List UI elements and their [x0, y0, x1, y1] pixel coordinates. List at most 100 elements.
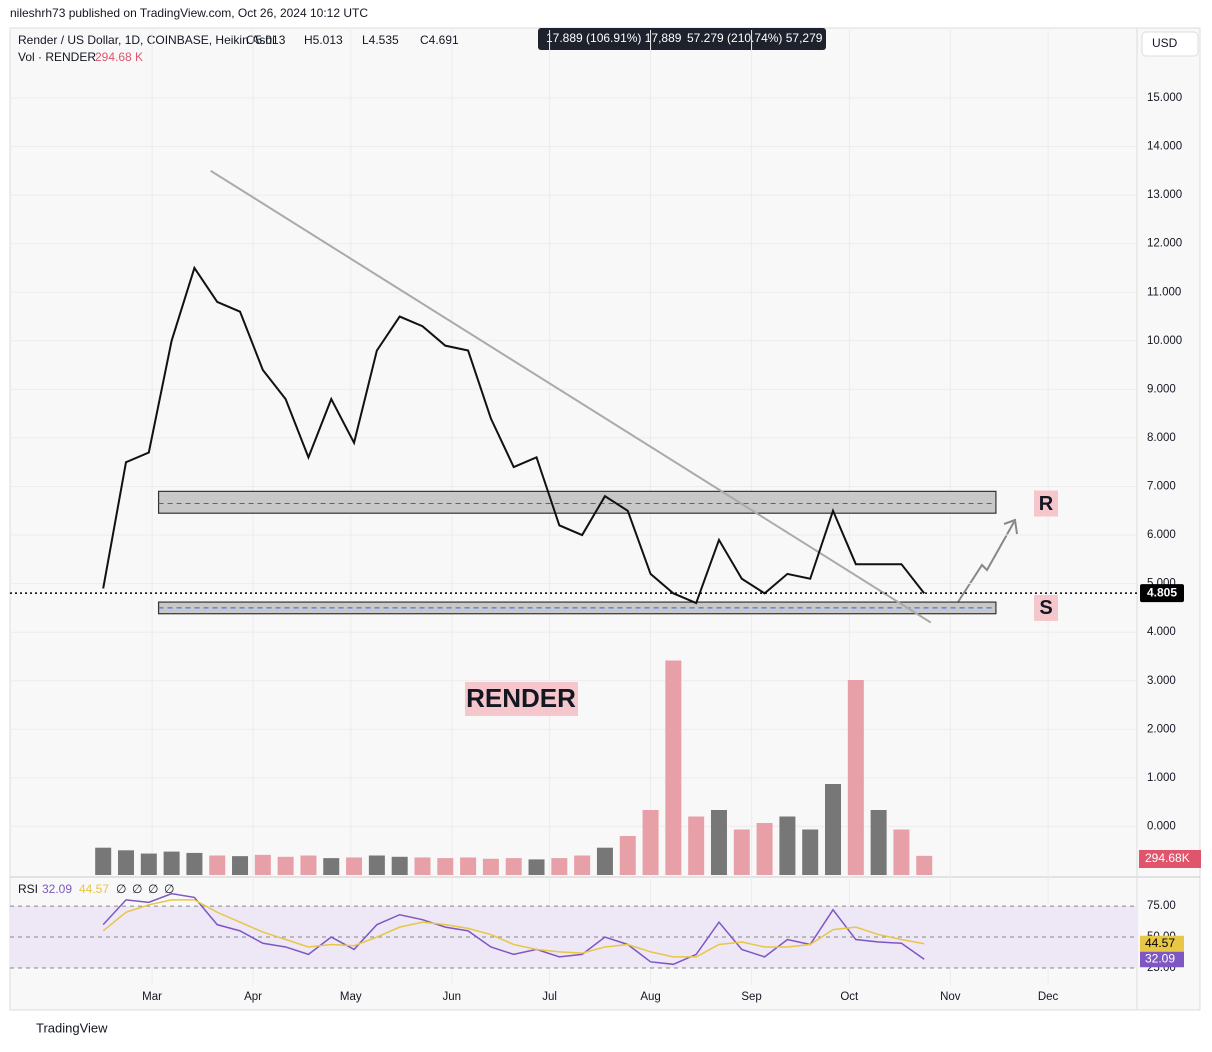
vol-title: Vol · RENDER	[18, 50, 96, 64]
annotation: RENDER	[466, 683, 576, 713]
currency-button[interactable]	[1141, 31, 1199, 57]
ohlc-high: H5.013	[304, 33, 343, 47]
y-tick-label: 14.000	[1147, 141, 1182, 153]
volume-bar	[186, 852, 203, 875]
y-tick-label: 8.000	[1147, 432, 1176, 444]
y-tick-label: 11.000	[1147, 286, 1181, 298]
x-tick-label: Jul	[542, 991, 557, 1003]
volume-bar	[665, 660, 682, 875]
measure-text: 57.279 (210.74%) 57,279	[687, 31, 823, 45]
volume-bar	[870, 810, 887, 875]
volume-bar	[460, 857, 477, 875]
last-price-tag	[1140, 584, 1184, 603]
rsi-input: ∅	[132, 882, 142, 896]
volume-bar	[346, 857, 363, 875]
volume-bar	[140, 853, 157, 875]
volume-bar	[505, 858, 522, 875]
rsi-tag	[1140, 951, 1184, 968]
y-tick-label: 3.000	[1147, 675, 1176, 687]
volume-bar	[847, 680, 864, 875]
x-tick-label: Sep	[741, 991, 761, 1003]
volume-bar	[300, 855, 317, 875]
publisher: nileshrh73 published on TradingView.com,…	[10, 6, 368, 20]
volume-bar	[825, 784, 842, 875]
y-tick-label: 12.000	[1147, 238, 1182, 250]
y-tick-label: 4.000	[1147, 626, 1176, 638]
rsi-legend-value: 32.09	[42, 882, 72, 896]
y-tick-label: 9.000	[1147, 383, 1176, 395]
volume-bar	[710, 810, 727, 875]
ohlc-open: O5.013	[246, 33, 286, 47]
x-tick-label: Aug	[640, 991, 660, 1003]
y-tick-label: 15.000	[1147, 92, 1182, 104]
y-tick-label: 7.000	[1147, 481, 1176, 493]
volume-bar	[368, 855, 385, 875]
y-tick-label: 0.000	[1147, 820, 1176, 832]
volume-bar	[642, 810, 659, 875]
volume-bar	[779, 816, 796, 875]
rsi-tag-label: 32.09	[1145, 951, 1175, 965]
x-tick-label: Oct	[840, 991, 859, 1003]
footer-logo: TradingView	[36, 1020, 108, 1035]
volume-bar	[232, 856, 249, 875]
annotation-bg	[465, 682, 578, 716]
rsi-line	[102, 899, 925, 958]
x-tick-label: Apr	[244, 991, 262, 1003]
volume-tag	[1139, 850, 1201, 868]
volume-bar	[528, 859, 545, 875]
volume-bar	[437, 858, 454, 875]
rsi-title: RSI	[18, 882, 38, 896]
x-tick-label: Jun	[443, 991, 462, 1003]
volume-bar	[893, 829, 910, 875]
last-price-label: 4.805	[1147, 585, 1177, 599]
y-tick-label: 10.000	[1147, 335, 1182, 347]
volume-bar	[323, 858, 340, 875]
rsi-tick-label: 75.00	[1147, 900, 1176, 912]
y-tick-label: 2.000	[1147, 723, 1176, 735]
volume-bar	[596, 847, 613, 875]
y-tick-label: 13.000	[1147, 189, 1182, 201]
y-tick-label: 1.000	[1147, 772, 1176, 784]
volume-bar	[574, 855, 591, 875]
measure-text: 17.889 (106.91%) 17,889	[546, 31, 682, 45]
rsi-tag-label: 44.57	[1145, 936, 1175, 950]
symbol: Render / US Dollar, 1D, COINBASE, Heikin…	[18, 33, 275, 47]
y-tick-label: 6.000	[1147, 529, 1176, 541]
volume-bar	[756, 823, 773, 875]
volume-bar	[163, 851, 180, 875]
rsi-input: ∅	[116, 882, 126, 896]
ohlc-close: C4.691	[420, 33, 459, 47]
volume-bar	[551, 858, 568, 875]
zone	[157, 490, 997, 514]
volume-bar	[688, 816, 705, 875]
volume-bar	[802, 829, 819, 875]
x-tick-label: May	[340, 991, 362, 1003]
volume-bar	[619, 836, 636, 875]
rsi-line	[102, 892, 925, 966]
price-line	[102, 265, 926, 605]
currency[interactable]: USD	[1152, 36, 1178, 50]
zone-label: S	[1039, 597, 1052, 619]
volume-bar	[414, 857, 431, 875]
volume-bar	[117, 850, 134, 875]
x-tick-label: Dec	[1038, 991, 1059, 1003]
zone-label-bg	[1034, 490, 1058, 517]
x-tick-label: Mar	[142, 991, 162, 1003]
volume-bar	[95, 847, 112, 875]
rsi-tag	[1140, 935, 1184, 952]
ohlc-low: L4.535	[362, 33, 399, 47]
plot: 0.0001.0002.0003.0004.0005.0006.0007.000…	[10, 30, 1201, 1003]
rsi-input: ∅	[148, 882, 158, 896]
volume-bar	[391, 856, 408, 875]
volume-tag-label: 294.68K	[1145, 851, 1190, 865]
rsi-legend-value: 44.57	[79, 882, 109, 896]
volume-bar	[209, 855, 226, 875]
vol-value: 294.68 K	[95, 50, 143, 64]
zone-label-bg	[1034, 594, 1058, 621]
measure-box	[538, 28, 826, 50]
trendline	[210, 169, 932, 624]
chart-frame	[9, 27, 1201, 1011]
volume-bar	[254, 854, 271, 875]
rsi-input: ∅	[164, 882, 174, 896]
